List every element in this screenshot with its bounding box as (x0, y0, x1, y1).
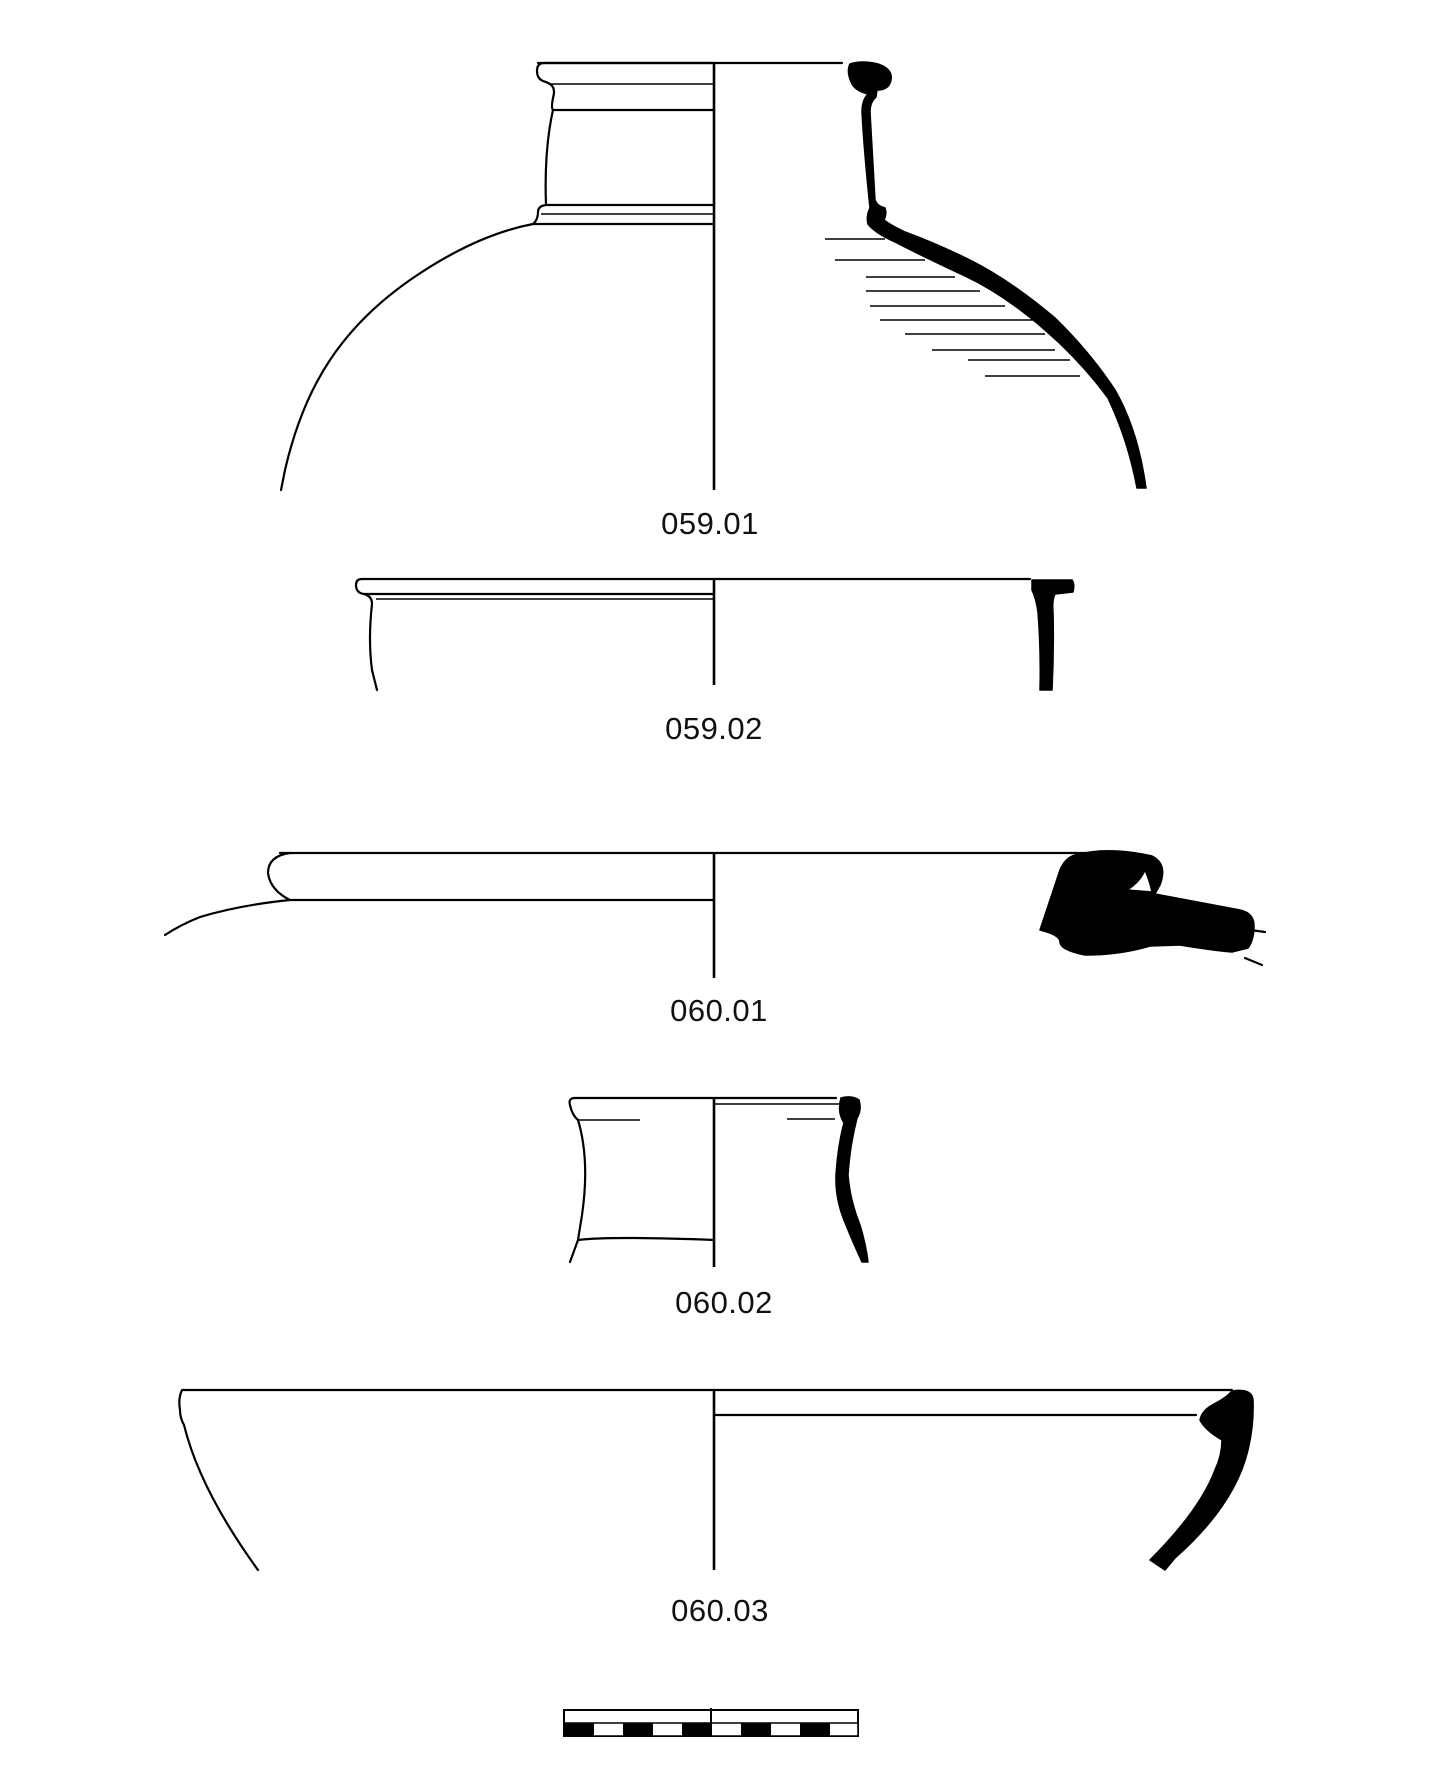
vessel-060-01-rim-notch (1126, 869, 1153, 893)
vessel-060-03-outline (178, 1388, 260, 1572)
scale-bar-segment (682, 1723, 712, 1736)
vessel-060-02-section (835, 1096, 869, 1263)
vessel-060-01-drawing (163, 850, 1267, 978)
vessel-059-02-drawing (354, 577, 1075, 692)
vessel-059-02-section (1031, 579, 1075, 691)
vessel-059-01-striations (825, 238, 1080, 377)
vessel-060-01-section (1039, 850, 1255, 956)
vessel-label-060-03: 060.03 (671, 1593, 769, 1628)
vessel-059-01-section (847, 61, 1147, 489)
vessel-059-01-drawing (279, 61, 1147, 492)
vessel-060-01-outline (163, 851, 716, 937)
vessel-059-01-outline (279, 61, 716, 492)
vessel-label-060-02: 060.02 (675, 1285, 773, 1320)
vessel-label-059-02: 059.02 (665, 711, 763, 746)
scale-bar-segment (800, 1723, 830, 1736)
vessel-059-02-outline (354, 577, 1032, 692)
vessel-060-03-drawing (178, 1388, 1254, 1572)
vessel-label-059-01: 059.01 (661, 506, 759, 541)
scale-bar-segment (623, 1723, 653, 1736)
scale-bar (563, 1708, 859, 1737)
vessel-060-02-drawing (568, 1096, 869, 1267)
scale-bar-segment (741, 1723, 771, 1736)
vessel-060-01-break-marks (1243, 928, 1267, 967)
vessel-060-03-section (1149, 1389, 1254, 1571)
vessel-label-060-01: 060.01 (670, 993, 768, 1028)
scale-bar-segment (564, 1723, 594, 1736)
vessel-060-02-outline (568, 1096, 838, 1264)
